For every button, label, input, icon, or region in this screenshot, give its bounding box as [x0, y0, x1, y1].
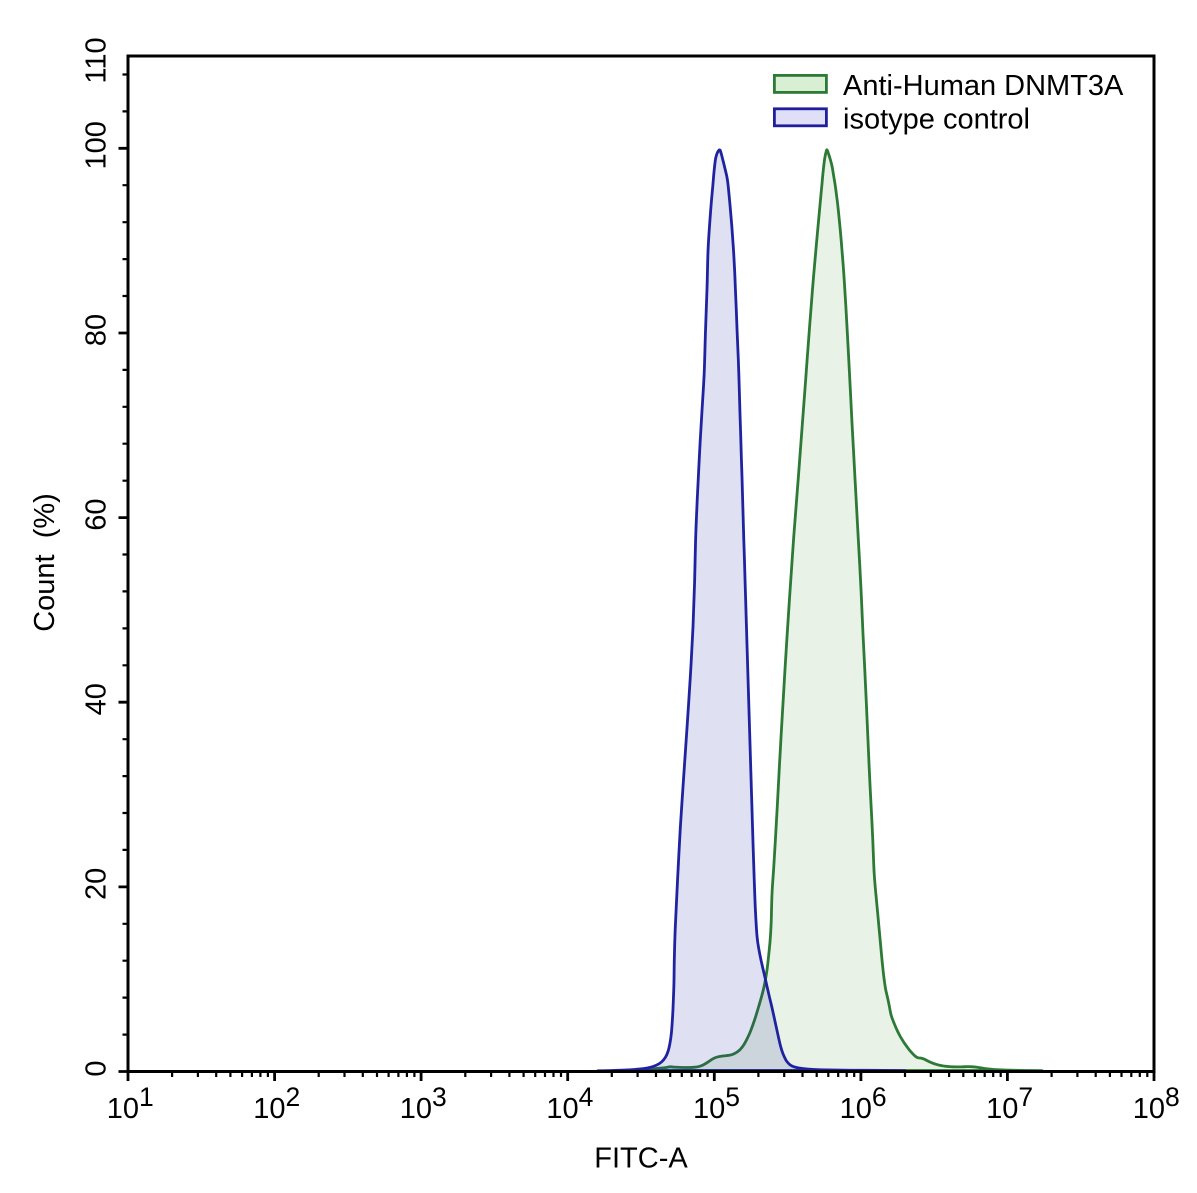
svg-text:108: 108 [1133, 1082, 1180, 1125]
svg-text:106: 106 [840, 1082, 887, 1125]
svg-text:20: 20 [81, 868, 113, 900]
svg-text:100: 100 [81, 121, 113, 169]
svg-text:FITC-A: FITC-A [594, 1143, 688, 1175]
svg-text:102: 102 [253, 1082, 300, 1125]
svg-text:104: 104 [546, 1082, 593, 1125]
svg-text:Count (%): Count (%) [29, 493, 61, 632]
svg-text:Anti-Human DNMT3A: Anti-Human DNMT3A [843, 70, 1124, 102]
svg-text:105: 105 [693, 1082, 740, 1125]
svg-text:80: 80 [81, 314, 113, 346]
svg-text:101: 101 [107, 1082, 154, 1125]
svg-text:0: 0 [81, 1060, 113, 1076]
svg-text:60: 60 [81, 498, 113, 530]
svg-text:110: 110 [81, 37, 113, 83]
svg-text:103: 103 [400, 1082, 447, 1125]
svg-text:isotype control: isotype control [843, 103, 1030, 135]
svg-text:107: 107 [986, 1082, 1033, 1125]
svg-text:40: 40 [81, 683, 113, 715]
